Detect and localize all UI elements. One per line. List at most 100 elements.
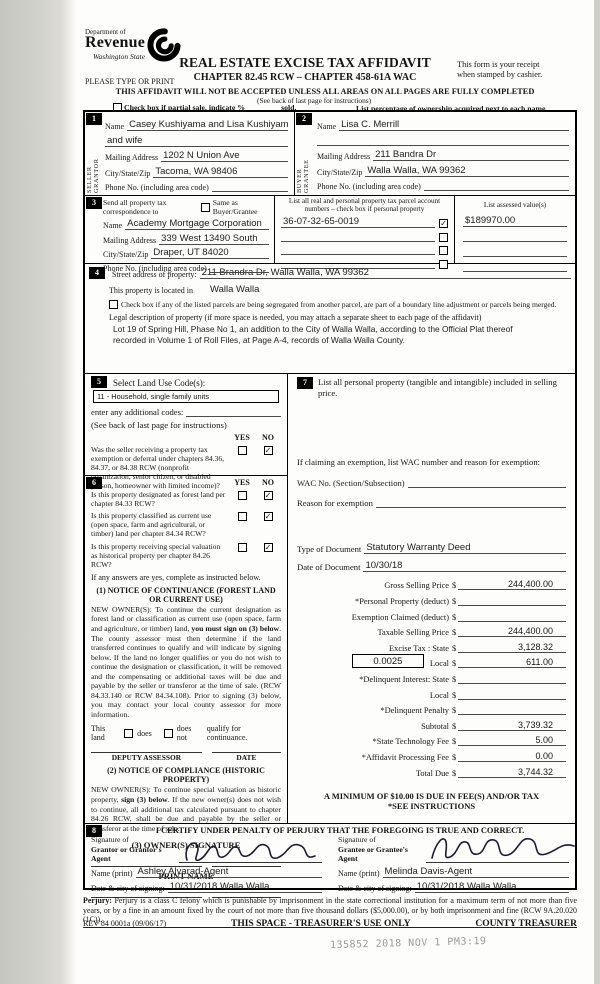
exemption-claimed-field[interactable]	[458, 611, 566, 622]
state-technology-fee-field[interactable]: 5.00	[458, 735, 566, 747]
parcel-personal-checkbox-4[interactable]	[439, 259, 448, 269]
doc-date-field[interactable]: 10/30/18	[363, 560, 566, 572]
parcel-personal-checkbox-3[interactable]	[439, 246, 448, 256]
assessed-values-section: List assessed value(s) $189970.00	[455, 196, 575, 273]
segregated-checkbox[interactable]	[109, 300, 118, 309]
buyer-name-label: Name	[317, 122, 337, 131]
fee-row-exemption: Exemption Claimed (deduct) $	[297, 606, 566, 622]
grantee-signature-line[interactable]	[426, 837, 575, 863]
buyer-phone-field[interactable]	[423, 180, 569, 191]
land-use-section: 5 Select Land Use Code(s): 11 - Househol…	[85, 374, 287, 490]
sec5-question: Was the seller receiving a property tax …	[91, 445, 225, 491]
land-does-not-checkbox[interactable]	[163, 728, 173, 738]
owner-signature-line-2[interactable]	[211, 866, 281, 868]
delinquent-interest-state-field[interactable]	[458, 673, 566, 684]
land-does-checkbox[interactable]	[124, 728, 134, 738]
grantor-name-field[interactable]: Ashley Alvarad-Agent	[135, 866, 322, 878]
corr-name-field[interactable]: Academy Mortgage Corporation	[125, 218, 269, 230]
parcel-personal-checkbox-1[interactable]: ✓	[439, 219, 448, 229]
buyer-city-field[interactable]: Walla Walla, WA 99362	[365, 165, 569, 177]
treasurer-use-label: THIS SPACE - TREASURER'S USE ONLY	[230, 919, 411, 929]
print-name-line-2[interactable]	[211, 897, 281, 899]
grantor-sig-label-1: Signature of	[91, 835, 129, 845]
doc-date-label: Date of Document	[297, 561, 361, 572]
parcel-field-3[interactable]	[281, 244, 435, 256]
seller-name-field[interactable]: Casey Kushiyama and Lisa Kushiyama, husb…	[127, 119, 288, 131]
deputy-assessor-sign-line[interactable]	[91, 752, 202, 754]
total-due-field[interactable]: 3,744.32	[458, 767, 566, 778]
delinquent-penalty-field[interactable]	[458, 704, 566, 716]
buyer-grantee-side-label: BUYER GRANTEE	[296, 159, 310, 193]
located-in-field[interactable]: Walla Walla	[209, 284, 260, 295]
assessed-field-1[interactable]: $189970.00	[463, 215, 567, 228]
grantor-signature-line[interactable]	[179, 839, 322, 863]
seller-name-field-2[interactable]: and wife	[105, 135, 288, 147]
forest-yes-checkbox[interactable]	[237, 491, 247, 500]
fee-row-processing-fee: *Affidavit Processing Fee $ 0.00	[297, 746, 566, 762]
buyer-name-field-2[interactable]	[317, 135, 569, 146]
grantee-date-field[interactable]: 10/31/2018 Walla Walla	[414, 881, 569, 893]
additional-codes-field[interactable]	[186, 406, 281, 417]
current-use-yes-checkbox[interactable]	[237, 512, 247, 522]
corr-name-label: Name	[103, 221, 123, 230]
owners-signature-title: (3) OWNER(S) SIGNATURE	[131, 840, 241, 851]
sec5-see-back: (See back of last page for instructions)	[91, 420, 227, 430]
parcel-field-2[interactable]	[281, 231, 435, 242]
assessed-field-4[interactable]	[463, 261, 567, 273]
forest-no-checkbox[interactable]: ✓	[263, 491, 273, 500]
grantor-date-field[interactable]: 10/31/2018 Walla Walla	[167, 881, 322, 893]
parcel-personal-checkbox-2[interactable]	[439, 232, 448, 242]
historical-question: Is this property receiving special valua…	[91, 541, 221, 569]
assessed-header: List assessed value(s)	[483, 201, 547, 209]
assessed-field-2[interactable]	[463, 231, 567, 243]
fee-row-taxable: Taxable Selling Price $ 244,400.00	[297, 622, 566, 638]
grantee-name-field[interactable]: Melinda Davis-Agent	[382, 866, 569, 878]
subtotal-field[interactable]: 3,739.32	[458, 720, 566, 731]
grantor-name-label: Name (print)	[91, 869, 133, 878]
gross-selling-price-field[interactable]: 244,400.00	[458, 579, 566, 591]
buyer-address-field[interactable]: 211 Bandra Dr	[373, 149, 569, 161]
logo-dept-text: Department of	[85, 28, 126, 36]
personal-property-deduct-field[interactable]	[458, 595, 566, 607]
seller-phone-field[interactable]	[211, 181, 288, 192]
assessed-field-3[interactable]	[463, 246, 567, 258]
owner-signature-line-1[interactable]	[91, 866, 202, 868]
seller-address-field[interactable]: 1202 N Union Ave	[161, 150, 288, 162]
corr-city-field[interactable]: Draper, UT 84020	[151, 247, 269, 259]
historical-yes-checkbox[interactable]	[237, 542, 247, 552]
please-type-note: PLEASE TYPE OR PRINT	[85, 77, 175, 86]
section-8-badge: 8	[86, 825, 102, 837]
delinquent-interest-local-field[interactable]	[458, 689, 566, 700]
affidavit-processing-fee-field[interactable]: 0.00	[458, 751, 566, 762]
notice-compliance-title: (2) NOTICE OF COMPLIANCE (HISTORIC PROPE…	[107, 766, 265, 785]
taxable-selling-price-field[interactable]: 244,400.00	[458, 626, 566, 638]
reason-field[interactable]	[375, 497, 566, 509]
corr-address-field[interactable]: 339 West 13490 South	[159, 233, 269, 245]
segregated-label: Check box if any of the listed parcels a…	[121, 300, 557, 309]
logo-revenue-text: Revenue	[85, 34, 146, 51]
excise-local-field[interactable]: 611.00	[458, 657, 566, 669]
doc-type-field[interactable]: Statutory Warranty Deed	[364, 542, 566, 554]
legal-description-text[interactable]: Lot 19 of Spring Hill, Phase No 1, an ad…	[113, 324, 513, 345]
wac-field[interactable]	[407, 477, 566, 489]
parcel-header: List all real and personal property tax …	[288, 197, 441, 214]
deputy-date-line[interactable]	[211, 752, 281, 754]
corr-phone-field[interactable]	[209, 262, 269, 273]
sec5-yes-checkbox[interactable]	[237, 446, 247, 455]
sec5-no-checkbox[interactable]: ✓	[263, 446, 273, 455]
section-5-badge: 5	[91, 376, 107, 388]
street-address-field[interactable]: 211 Brandra Dr, Walla Walla, WA 99362	[199, 267, 571, 279]
notice-compliance-text: NEW OWNER(S): To continue special valuat…	[91, 785, 281, 833]
parcel-field-1[interactable]: 36-07-32-65-0019	[281, 216, 435, 229]
local-rate-field[interactable]: 0.0025	[351, 654, 424, 669]
seller-city-field[interactable]: Tacoma, WA 98406	[153, 166, 288, 178]
excise-state-field[interactable]: 3,128.32	[458, 642, 566, 653]
land-use-code-field[interactable]: 11 - Household, single family units	[93, 390, 279, 403]
buyer-name-field[interactable]: Lisa C. Merrill	[339, 119, 569, 131]
same-as-buyer-checkbox[interactable]	[200, 202, 210, 212]
parcel-field-4[interactable]	[281, 258, 435, 269]
grantee-sig-label-1: Signature of	[338, 835, 376, 845]
historical-no-checkbox[interactable]: ✓	[263, 542, 273, 552]
current-use-no-checkbox[interactable]: ✓	[263, 512, 273, 522]
print-name-line-1[interactable]	[91, 897, 202, 899]
